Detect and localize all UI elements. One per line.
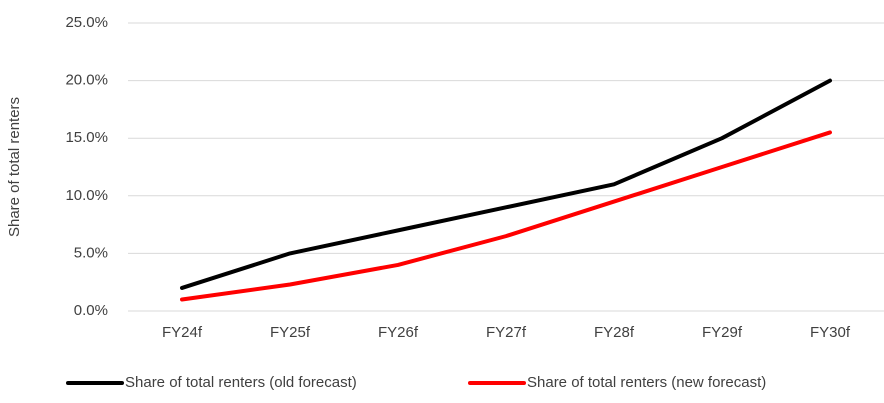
y-tick-label: 25.0% [65,14,108,31]
x-tick-label: FY27f [486,324,527,341]
y-tick-label: 15.0% [65,129,108,146]
y-axis-label: Share of total renters [6,97,23,237]
y-tick-label: 0.0% [74,302,108,319]
x-tick-label: FY25f [270,324,311,341]
y-tick-label: 20.0% [65,72,108,89]
y-tick-label: 10.0% [65,187,108,204]
legend-label: Share of total renters (new forecast) [527,374,766,391]
x-tick-label: FY26f [378,324,419,341]
legend-label: Share of total renters (old forecast) [125,374,357,391]
series-line [180,78,832,290]
series-line [180,130,832,302]
x-tick-label: FY24f [162,324,203,341]
x-tick-label: FY29f [702,324,743,341]
y-tick-label: 5.0% [74,244,108,261]
x-tick-label: FY30f [810,324,851,341]
x-tick-label: FY28f [594,324,635,341]
